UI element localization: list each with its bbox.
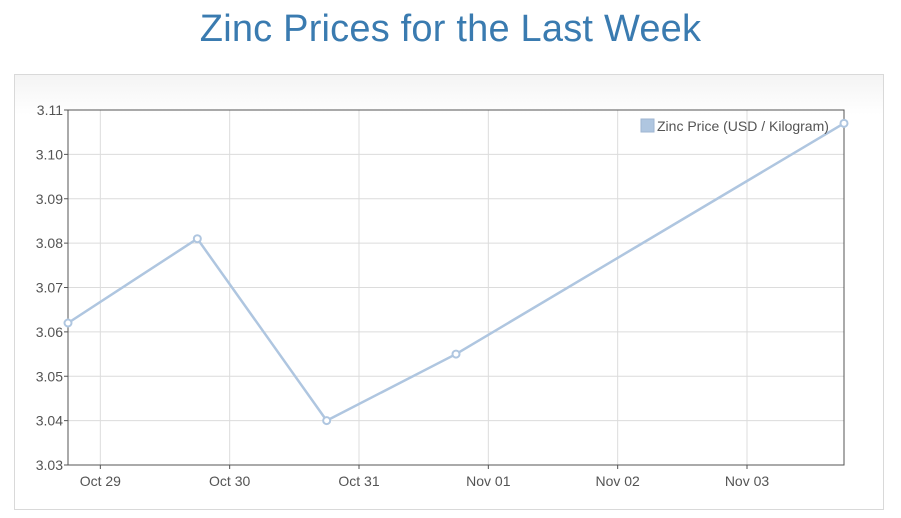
y-tick-label: 3.05: [36, 368, 63, 384]
data-point: [839, 118, 849, 128]
line-chart: 3.03 3.04 3.05 3.06 3.07 3.08 3.09 3.10 3.11 Oct …: [36, 102, 849, 489]
page-title: Zinc Prices for the Last Week: [199, 8, 702, 50]
data-point: [451, 349, 461, 359]
y-tick-label: 3.04: [36, 413, 63, 429]
data-point: [63, 318, 73, 328]
grid-layer: [68, 109, 844, 466]
data-point: [322, 416, 332, 426]
y-tick-label: 3.09: [36, 191, 63, 207]
y-tick-label: 3.06: [36, 324, 63, 340]
data-point: [192, 234, 202, 244]
y-tick-label: 3.10: [36, 146, 63, 162]
series-layer: [63, 118, 849, 426]
plot-frame: [67, 109, 845, 466]
x-tick-label: Nov 01: [466, 473, 511, 489]
x-tick-label: Oct 31: [338, 473, 379, 489]
x-tick-label: Nov 02: [595, 473, 640, 489]
y-tick-label: 3.11: [37, 102, 63, 118]
x-tick-label: Oct 29: [80, 473, 121, 489]
legend-label: Zinc Price (USD / Kilogram): [657, 118, 829, 134]
chart-panel: 3.03 3.04 3.05 3.06 3.07 3.08 3.09 3.10 3.11 Oct …: [14, 74, 884, 510]
x-tick-label: Oct 30: [209, 473, 250, 489]
axis-layer: 3.03 3.04 3.05 3.06 3.07 3.08 3.09 3.10 3.11 Oct …: [36, 102, 845, 489]
y-tick-label: 3.03: [36, 457, 63, 473]
legend: Zinc Price (USD / Kilogram): [640, 118, 829, 134]
legend-swatch: [640, 118, 655, 133]
x-tick-label: Nov 03: [725, 473, 770, 489]
y-tick-label: 3.07: [36, 280, 63, 296]
y-tick-label: 3.08: [36, 235, 63, 251]
